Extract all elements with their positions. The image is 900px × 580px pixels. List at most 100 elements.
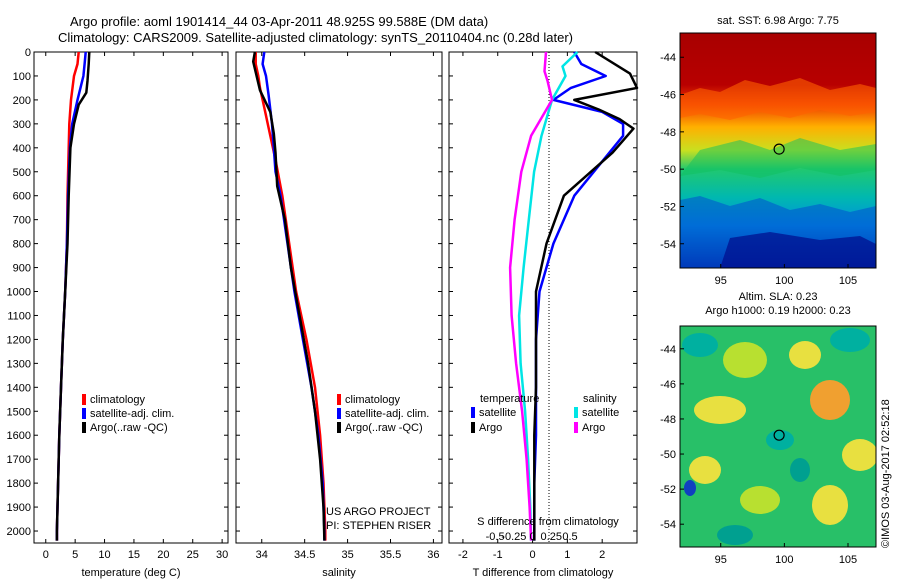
- map-x-tick-label: 95: [715, 275, 727, 287]
- y-tick-label: 1700: [7, 454, 31, 466]
- y-tick-label: 1400: [7, 382, 31, 394]
- map-y-tick-label: -46: [660, 90, 676, 102]
- sla-map-frame: [679, 325, 877, 548]
- sla-blob: [694, 396, 746, 424]
- sst-cold-patch: [720, 232, 876, 268]
- x-tick-label: 36: [427, 549, 439, 561]
- x-tick-label: 0: [529, 549, 535, 561]
- map-y-tick-label: -50: [660, 449, 676, 461]
- legend-swatch: [82, 394, 86, 405]
- legend-label: climatology: [345, 394, 401, 406]
- map-y-tick-label: -50: [660, 164, 676, 176]
- map-y-tick-label: -46: [660, 379, 676, 391]
- y-tick-label: 1800: [7, 478, 31, 490]
- map-x-tick-label: 100: [775, 275, 793, 287]
- project-credit-line1: US ARGO PROJECT: [326, 506, 431, 518]
- x2-tick-label: -0.5: [486, 531, 505, 543]
- y-tick-label: 300: [13, 119, 31, 131]
- sla-blob: [740, 486, 780, 514]
- x-tick-label: 25: [187, 549, 199, 561]
- legend-label: climatology: [90, 394, 146, 406]
- x-tick-label: -2: [458, 549, 468, 561]
- x-axis-label: salinity: [322, 567, 356, 579]
- sla-blob: [810, 380, 850, 420]
- x-axis-label: T difference from climatology: [473, 567, 614, 579]
- series-line-0-0: [55, 51, 80, 541]
- legend-label: satellite: [582, 407, 619, 419]
- salinity-panel-frame: [235, 51, 443, 544]
- sla-blob: [689, 456, 721, 484]
- legend-label: Argo: [582, 422, 605, 434]
- y-tick-label: 400: [13, 143, 31, 155]
- project-credit-line2: PI: STEPHEN RISER: [326, 520, 431, 532]
- y-tick-label: 500: [13, 167, 31, 179]
- x-tick-label: -1: [493, 549, 503, 561]
- map-y-tick-label: -48: [660, 127, 676, 139]
- sla-blob: [682, 333, 718, 357]
- series-line-0-2: [55, 51, 91, 541]
- legend-swatch: [337, 422, 341, 433]
- y-tick-label: 700: [13, 215, 31, 227]
- series-line-2-2: [517, 51, 579, 541]
- map-y-tick-label: -48: [660, 414, 676, 426]
- sla-blob: [717, 525, 753, 545]
- chart-title-line1: Argo profile: aoml 1901414_44 03-Apr-201…: [70, 14, 489, 29]
- x-tick-label: 15: [128, 549, 140, 561]
- x-tick-label: 0: [43, 549, 49, 561]
- y-tick-label: 0: [25, 47, 31, 59]
- x-tick-label: 1: [564, 549, 570, 561]
- y-tick-label: 1000: [7, 287, 31, 299]
- map-x-tick-label: 95: [715, 554, 727, 566]
- map-y-tick-label: -54: [660, 239, 676, 251]
- map-x-tick-label: 105: [839, 554, 857, 566]
- x-tick-label: 34: [256, 549, 268, 561]
- legend-swatch: [337, 408, 341, 419]
- sla-blob: [842, 439, 876, 471]
- x2-tick-label: 0.25: [541, 531, 562, 543]
- legend-label: Argo(..raw -QC): [90, 422, 168, 434]
- x2-tick-label: 0: [529, 531, 535, 543]
- argo-position-marker: [773, 143, 785, 155]
- x2-axis-label: S difference from climatology: [477, 516, 619, 528]
- y-tick-label: 900: [13, 263, 31, 275]
- temperature-panel-frame: [33, 51, 229, 544]
- y-tick-label: 600: [13, 191, 31, 203]
- legend-swatch: [574, 407, 578, 418]
- sla-blob: [790, 458, 810, 482]
- y-tick-label: 1200: [7, 334, 31, 346]
- legend-swatch: [82, 408, 86, 419]
- series-line-2-0: [533, 51, 625, 541]
- y-tick-label: 100: [13, 71, 31, 83]
- sst-warm-band: [680, 78, 876, 120]
- y-tick-label: 1100: [7, 310, 31, 322]
- x-tick-label: 20: [157, 549, 169, 561]
- map-y-tick-label: -52: [660, 201, 676, 213]
- sla-map: [680, 326, 876, 547]
- x-axis-label: temperature (deg C): [81, 567, 180, 579]
- y-tick-label: 800: [13, 239, 31, 251]
- sla-blob: [812, 485, 848, 525]
- sla-blob: [789, 341, 821, 369]
- x2-tick-label: -0.25: [501, 531, 526, 543]
- legend-swatch: [471, 422, 475, 433]
- y-tick-label: 200: [13, 95, 31, 107]
- x-tick-label: 10: [98, 549, 110, 561]
- legend-label: satellite: [479, 407, 516, 419]
- legend-swatch: [574, 422, 578, 433]
- x-tick-label: 35: [341, 549, 353, 561]
- y-tick-label: 1600: [7, 430, 31, 442]
- sla-blob: [830, 328, 870, 352]
- series-line-2-1: [533, 50, 639, 541]
- sst-map-frame: [679, 32, 877, 269]
- legend-header-salinity: salinity: [583, 393, 617, 405]
- legend-label: Argo(..raw -QC): [345, 422, 423, 434]
- difference-panel-frame: [448, 51, 638, 544]
- x-tick-label: 2: [599, 549, 605, 561]
- series-line-1-0: [254, 52, 327, 541]
- y-tick-label: 1500: [7, 406, 31, 418]
- map-y-tick-label: -52: [660, 484, 676, 496]
- y-tick-label: 2000: [7, 526, 31, 538]
- legend-label: satellite-adj. clim.: [90, 408, 174, 420]
- legend-label: satellite-adj. clim.: [345, 408, 429, 420]
